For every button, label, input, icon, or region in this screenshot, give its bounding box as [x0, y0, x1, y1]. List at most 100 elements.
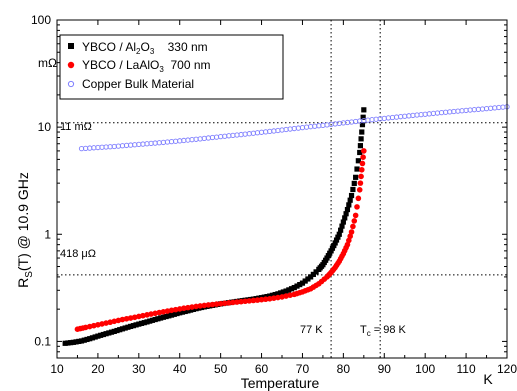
data-point-s0 [283, 288, 289, 294]
data-point-s0 [291, 284, 297, 291]
data-point-s1 [230, 299, 236, 306]
data-point-s0 [333, 237, 340, 243]
data-point-s0 [62, 340, 68, 346]
data-point-s0 [185, 308, 191, 314]
data-point-s1 [181, 305, 187, 312]
data-point-s1 [354, 204, 360, 210]
data-point-s0 [280, 289, 286, 295]
data-point-s1 [352, 212, 359, 219]
data-point-s0 [100, 331, 106, 338]
data-point-s0 [313, 269, 319, 275]
data-point-s1 [348, 229, 355, 235]
data-point-s0 [174, 310, 180, 317]
y-tick-label: 1 [44, 227, 51, 241]
data-point-s0 [350, 186, 356, 193]
data-point-s0 [278, 290, 284, 296]
data-point-s1 [250, 297, 257, 304]
ref-label-418uohm: 418 μΩ [60, 248, 96, 260]
x-tick-label: 50 [214, 362, 228, 376]
data-point-s0 [117, 327, 123, 333]
data-point-s0 [357, 143, 364, 149]
data-point-s0 [351, 180, 357, 186]
data-point-s0 [166, 313, 172, 319]
data-point-s0 [272, 291, 278, 298]
data-point-s0 [65, 340, 71, 346]
data-point-s0 [299, 280, 306, 286]
y-tick-label: 10 [38, 120, 52, 134]
data-point-s0 [136, 321, 142, 327]
data-point-s0 [89, 335, 96, 341]
data-point-s1 [213, 301, 220, 307]
data-point-s1 [185, 304, 191, 311]
x-tick-label: 80 [337, 362, 351, 376]
legend-marker-copper [67, 80, 75, 88]
data-point-s0 [168, 312, 175, 318]
data-point-s0 [84, 336, 90, 343]
data-point-s1 [271, 295, 277, 301]
series-2 [78, 104, 510, 152]
data-point-s1 [266, 295, 273, 302]
data-point-s0 [73, 339, 79, 345]
x-axis-title: Temperature [241, 375, 320, 391]
x-axis-unit: K [483, 371, 493, 387]
data-point-s0 [138, 320, 145, 326]
data-point-s0 [160, 314, 166, 320]
data-point-s0 [344, 206, 351, 213]
data-point-s0 [288, 286, 295, 292]
legend: YBCO / Al2O3 330 nm YBCO / LaAlO3 700 nm… [59, 34, 284, 100]
data-point-s0 [92, 334, 98, 340]
data-point-s0 [179, 309, 186, 315]
data-point-s0 [328, 248, 334, 254]
data-point-s0 [329, 245, 336, 251]
x-tick-label: 20 [91, 362, 105, 376]
data-point-s0 [340, 219, 346, 225]
x-tick-label: 110 [457, 362, 476, 376]
data-point-s1 [242, 298, 248, 305]
data-point-s0 [95, 333, 101, 339]
data-point-s1 [226, 300, 232, 306]
data-point-s0 [342, 215, 348, 221]
data-point-s0 [158, 315, 164, 321]
data-point-s0 [163, 313, 169, 320]
data-point-s0 [152, 316, 158, 323]
data-point-s0 [331, 242, 337, 249]
data-point-s0 [264, 293, 270, 300]
data-point-s1 [217, 300, 224, 307]
data-point-s0 [338, 227, 344, 233]
ref-label-tc: Tc = 98 K [360, 324, 407, 338]
data-point-s0 [78, 338, 85, 344]
x-tick-label: 60 [255, 362, 269, 376]
data-point-s1 [357, 180, 364, 186]
data-point-s0 [297, 282, 303, 288]
data-point-s0 [182, 308, 188, 315]
data-point-s1 [238, 298, 244, 305]
data-point-s0 [155, 316, 161, 322]
data-point-s1 [234, 299, 240, 305]
data-point-s1 [350, 223, 356, 230]
x-tick-label: 40 [173, 362, 187, 376]
data-point-s0 [133, 322, 139, 328]
data-point-s0 [294, 283, 300, 289]
data-point-s0 [125, 324, 131, 330]
y-tick-label: 0.1 [34, 334, 51, 348]
data-point-s0 [98, 332, 104, 338]
data-point-s0 [359, 122, 366, 128]
x-tick-label: 70 [296, 362, 310, 376]
data-point-s1 [356, 187, 363, 193]
data-point-s1 [254, 297, 261, 303]
data-point-s0 [68, 340, 74, 346]
data-point-s0 [171, 311, 177, 317]
data-point-s0 [335, 234, 341, 240]
data-point-s1 [189, 304, 195, 310]
data-point-s0 [343, 211, 349, 217]
legend-marker-ybco-al2o3 [68, 43, 74, 49]
series-1 [74, 148, 367, 332]
data-point-s0 [103, 331, 109, 337]
data-point-s0 [128, 323, 134, 330]
data-point-s0 [147, 318, 153, 324]
series-0 [62, 107, 367, 346]
data-point-s0 [76, 338, 82, 345]
legend-box [59, 34, 284, 100]
data-point-s1 [197, 303, 203, 309]
